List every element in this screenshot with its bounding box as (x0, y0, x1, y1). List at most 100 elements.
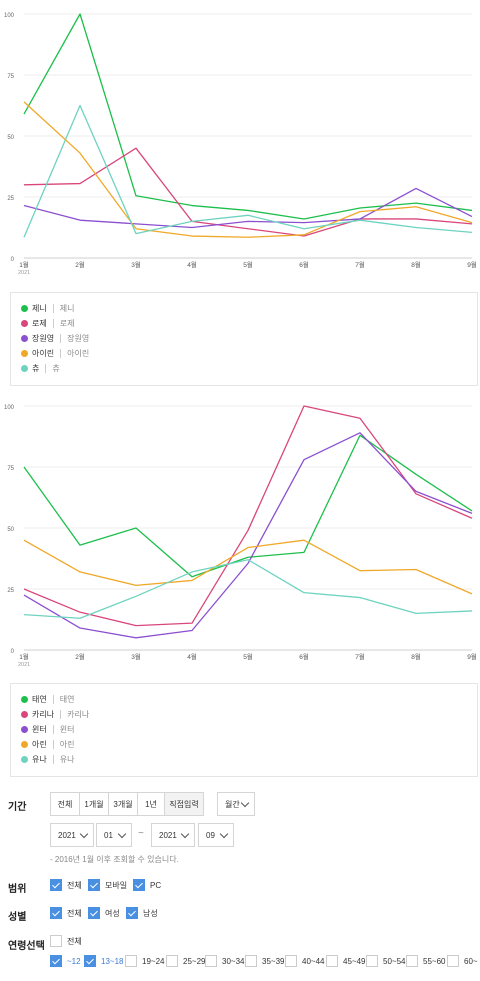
start-month-select[interactable]: 01 (96, 823, 132, 847)
age-checkbox[interactable]: 19~24 (125, 955, 164, 967)
legend-item[interactable]: 제니 제니 (21, 301, 74, 315)
age-checkbox[interactable]: 45~49 (326, 955, 365, 967)
legend-keyword: 아이린 (67, 348, 90, 358)
series-line-3 (23, 432, 473, 639)
scope-checkbox[interactable]: 모바일 (88, 879, 127, 891)
x-year-label: 2021 (18, 270, 30, 276)
legend-separator (52, 724, 54, 734)
y-tick-label: 100 (4, 13, 15, 19)
checkbox-label: 전체 (67, 936, 82, 946)
x-tick-label: 7월 (355, 652, 365, 661)
scope-checkbox[interactable]: PC (133, 879, 161, 891)
x-tick-label: 2월 (75, 260, 85, 269)
checkbox-label: 25~29 (183, 956, 206, 966)
series-line-1 (23, 13, 473, 220)
chevron-down-icon (240, 798, 250, 808)
end-month-select[interactable]: 09 (198, 823, 234, 847)
x-tick-label: 1월 (19, 652, 29, 661)
checkbox-empty-icon[interactable] (205, 955, 217, 967)
checkbox-empty-icon[interactable] (245, 955, 257, 967)
trend-chart-2: 0 25 50 75 100 1월 2월 3월 4월 5월 6월 7월 8월 9월 2021 (0, 392, 480, 672)
checkbox-label: 모바일 (105, 880, 128, 890)
chevron-down-icon (117, 829, 127, 839)
checkbox-empty-icon[interactable] (166, 955, 178, 967)
age-checkbox[interactable]: 35~39 (245, 955, 284, 967)
legend-color-dot (21, 725, 28, 733)
checkbox-label: 전체 (67, 908, 82, 918)
legend-separator (60, 348, 62, 358)
gender-checkbox[interactable]: 전체 (50, 907, 82, 919)
legend-separator (52, 754, 54, 764)
legend-keyword: 아린 (59, 739, 75, 749)
age-checkbox[interactable]: ~12 (50, 955, 81, 967)
checkbox-empty-icon[interactable] (366, 955, 378, 967)
checkbox-checked-icon[interactable] (84, 955, 96, 967)
age-checkbox[interactable]: 60~ (447, 955, 478, 967)
age-checkbox[interactable]: 40~44 (285, 955, 324, 967)
checkbox-checked-icon[interactable] (50, 955, 62, 967)
x-tick-label: 3월 (131, 652, 141, 661)
legend-item[interactable]: 아이린 아이린 (21, 346, 89, 360)
gender-label: 성별 (8, 912, 27, 923)
end-year-select[interactable]: 2021 (151, 823, 195, 847)
legend-item[interactable]: 태연 태연 (21, 692, 74, 706)
legend-item[interactable]: 카리나 카리나 (21, 707, 89, 721)
legend-color-dot (21, 334, 28, 342)
checkbox-checked-icon[interactable] (50, 879, 62, 891)
age-all-checkbox[interactable]: 전체 (50, 935, 82, 947)
gender-checkbox[interactable]: 남성 (126, 907, 158, 919)
age-checkbox[interactable]: 55~60 (406, 955, 445, 967)
checkbox-empty-icon[interactable] (326, 955, 338, 967)
y-tick-label: 75 (7, 74, 14, 80)
legend-series-name: 아린 (32, 739, 47, 749)
series-line-2 (23, 405, 473, 627)
age-checkbox[interactable]: 30~34 (205, 955, 244, 967)
legend-item[interactable]: 윈터 윈터 (21, 722, 74, 736)
period-buttons: 전체 1개월 3개월 1년 직접입력 (50, 792, 204, 816)
legend-color-dot (21, 349, 28, 357)
legend-item[interactable]: 로제 로제 (21, 316, 74, 330)
period-button-3month[interactable]: 3개월 (108, 792, 138, 816)
period-button-1year[interactable]: 1년 (137, 792, 165, 816)
age-checkbox[interactable]: 25~29 (166, 955, 205, 967)
x-tick-label: 5월 (243, 652, 253, 661)
legend-keyword: 태연 (59, 694, 75, 704)
checkbox-checked-icon[interactable] (88, 907, 100, 919)
checkbox-checked-icon[interactable] (126, 907, 138, 919)
checkbox-checked-icon[interactable] (88, 879, 100, 891)
gender-checkbox[interactable]: 여성 (88, 907, 120, 919)
start-year-select[interactable]: 2021 (50, 823, 94, 847)
legend-keyword: 츄 (52, 363, 60, 373)
checkbox-empty-icon[interactable] (406, 955, 418, 967)
scope-checkbox[interactable]: 전체 (50, 879, 82, 891)
legend-series-name: 카리나 (32, 709, 55, 719)
age-checkbox[interactable]: 13~18 (84, 955, 123, 967)
age-checkbox[interactable]: 50~54 (366, 955, 405, 967)
period-button-custom[interactable]: 직접입력 (164, 792, 204, 816)
checkbox-checked-icon[interactable] (50, 907, 62, 919)
legend-item[interactable]: 아린 아린 (21, 737, 74, 751)
interval-select[interactable]: 월간 (217, 792, 255, 816)
legend-item[interactable]: 유나 유나 (21, 752, 74, 766)
chevron-down-icon (219, 829, 229, 839)
legend-series-name: 유나 (32, 754, 47, 764)
checkbox-label: 30~34 (222, 956, 245, 966)
period-button-1month[interactable]: 1개월 (79, 792, 109, 816)
checkbox-empty-icon[interactable] (50, 935, 62, 947)
checkbox-empty-icon[interactable] (447, 955, 459, 967)
y-tick-label: 0 (11, 257, 15, 263)
checkbox-empty-icon[interactable] (285, 955, 297, 967)
period-button-all[interactable]: 전체 (50, 792, 80, 816)
legend-series-name: 태연 (32, 694, 47, 704)
legend-keyword: 카리나 (67, 709, 90, 719)
legend-separator (52, 303, 54, 313)
legend-series-name: 아이린 (32, 348, 55, 358)
checkbox-checked-icon[interactable] (133, 879, 145, 891)
y-tick-label: 25 (7, 196, 14, 202)
checkbox-empty-icon[interactable] (125, 955, 137, 967)
legend-item[interactable]: 장원영 장원영 (21, 331, 89, 345)
legend-color-dot (21, 695, 28, 703)
checkbox-label: 13~18 (101, 956, 124, 966)
